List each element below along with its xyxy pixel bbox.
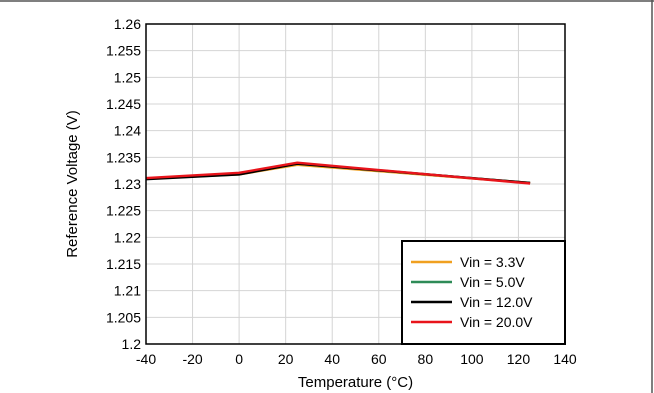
y-tick-label: 1.205 <box>106 309 141 325</box>
y-tick-label: 1.26 <box>114 16 141 32</box>
legend-label: Vin = 3.3V <box>460 254 525 270</box>
y-tick-label: 1.225 <box>106 203 141 219</box>
y-tick-label: 1.22 <box>114 229 141 245</box>
y-tick-label: 1.25 <box>114 69 141 85</box>
y-tick-label: 1.24 <box>114 123 141 139</box>
legend-label: Vin = 20.0V <box>460 314 533 330</box>
plot-area <box>145 23 566 345</box>
y-tick-label: 1.245 <box>106 96 141 112</box>
legend-box <box>401 240 566 345</box>
y-axis-label: Reference Voltage (V) <box>64 110 81 258</box>
y-tick-label: 1.23 <box>114 176 141 192</box>
series-line-4 <box>145 161 531 185</box>
x-tick-label: 40 <box>324 351 340 367</box>
x-tick-label: 120 <box>507 351 531 367</box>
legend-label: Vin = 5.0V <box>460 274 525 290</box>
x-tick-label: 20 <box>278 351 294 367</box>
x-axis-label: Temperature (°C) <box>298 374 413 391</box>
y-tick-label: 1.2 <box>122 336 142 352</box>
legend-label: Vin = 12.0V <box>460 294 533 310</box>
y-tick-label: 1.21 <box>114 283 141 299</box>
series-lines <box>145 161 531 185</box>
x-tick-labels: -40 -20 0 20 40 60 80 100 120 140 <box>136 351 577 367</box>
x-tick-label: 80 <box>418 351 434 367</box>
x-tick-label: 100 <box>460 351 484 367</box>
x-tick-label: 140 <box>553 351 577 367</box>
x-tick-label: -20 <box>182 351 202 367</box>
y-tick-label: 1.235 <box>106 149 141 165</box>
legend: Vin = 3.3V Vin = 5.0V Vin = 12.0V Vin = 20.… <box>401 240 566 345</box>
y-tick-label: 1.215 <box>106 256 141 272</box>
y-tick-label: 1.255 <box>106 43 141 59</box>
x-tick-label: -40 <box>136 351 156 367</box>
x-tick-label: 0 <box>235 351 243 367</box>
x-tick-label: 60 <box>371 351 387 367</box>
y-tick-labels: 1.2 1.205 1.21 1.215 1.22 1.225 1.23 1.235 1.24 1… <box>106 16 141 352</box>
